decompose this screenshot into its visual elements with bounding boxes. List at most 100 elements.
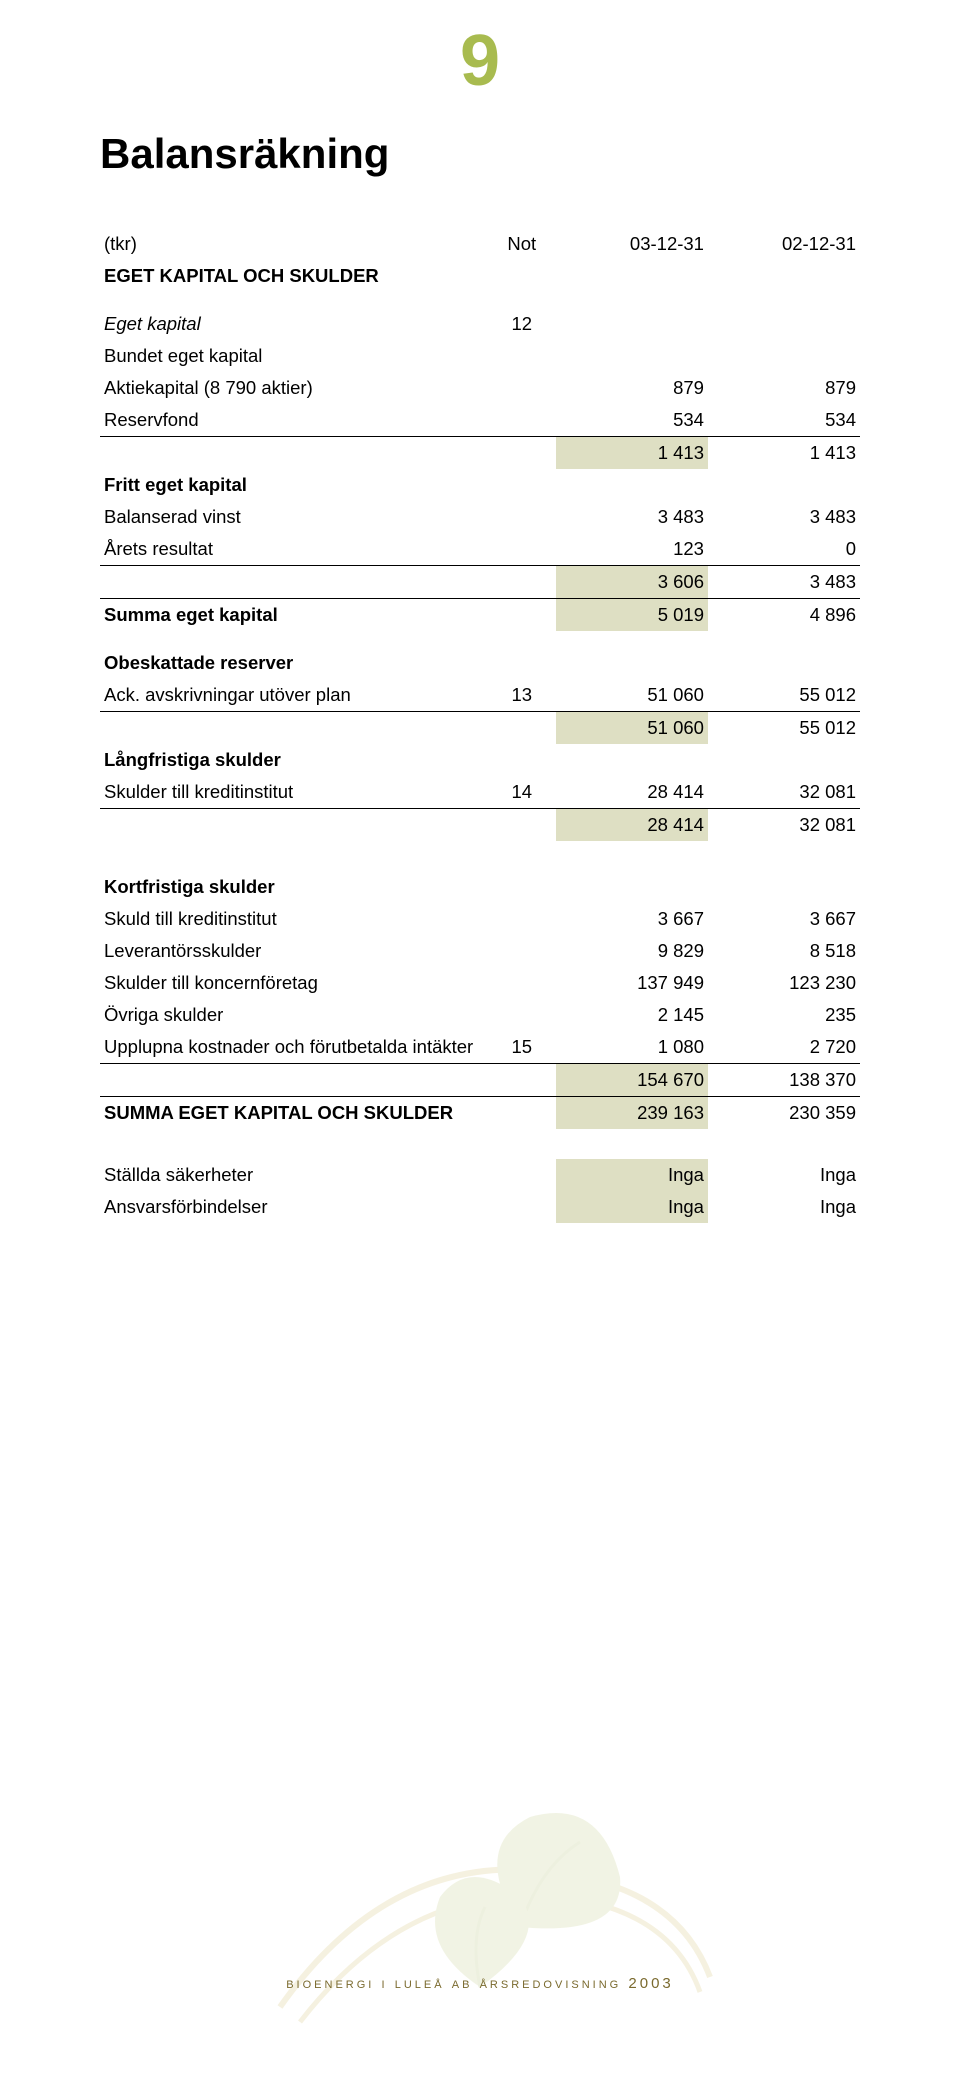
- stallda-label: Ställda säkerheter: [100, 1159, 488, 1191]
- aktiekapital-label: Aktiekapital (8 790 aktier): [100, 372, 488, 404]
- summa-all-v1: 239 163: [556, 1097, 708, 1130]
- skulder-kredit-v2: 32 081: [708, 776, 860, 809]
- summa-ek-v1: 5 019: [556, 599, 708, 632]
- page-number: 9: [460, 20, 500, 102]
- skulder-kredit-not: 14: [488, 776, 556, 809]
- koncern-v2: 123 230: [708, 967, 860, 999]
- balanserad-row: Balanserad vinst 3 483 3 483: [100, 501, 860, 533]
- summa-ek-row: Summa eget kapital 5 019 4 896: [100, 599, 860, 632]
- fritt-row: Fritt eget kapital: [100, 469, 860, 501]
- koncern-v1: 137 949: [556, 967, 708, 999]
- leverantor-row: Leverantörsskulder 9 829 8 518: [100, 935, 860, 967]
- arets-v1: 123: [556, 533, 708, 566]
- sub-fritt-v1: 3 606: [556, 566, 708, 599]
- sub-obesk-row: 51 060 55 012: [100, 712, 860, 745]
- balanserad-label: Balanserad vinst: [100, 501, 488, 533]
- skuld-kredit-v2: 3 667: [708, 903, 860, 935]
- stallda-v2: Inga: [708, 1159, 860, 1191]
- reservfond-label: Reservfond: [100, 404, 488, 437]
- balance-table: (tkr) Not 03-12-31 02-12-31 EGET KAPITAL…: [100, 228, 860, 1223]
- content-area: Balansräkning (tkr) Not 03-12-31 02-12-3…: [0, 0, 960, 1223]
- ovriga-v1: 2 145: [556, 999, 708, 1031]
- skuld-kredit-v1: 3 667: [556, 903, 708, 935]
- page-title: Balansräkning: [100, 130, 860, 178]
- reservfond-v1: 534: [556, 404, 708, 437]
- ovriga-row: Övriga skulder 2 145 235: [100, 999, 860, 1031]
- koncern-row: Skulder till koncernföretag 137 949 123 …: [100, 967, 860, 999]
- koncern-label: Skulder till koncernföretag: [100, 967, 488, 999]
- section-row: EGET KAPITAL OCH SKULDER: [100, 260, 860, 292]
- ack-label: Ack. avskrivningar utöver plan: [100, 679, 488, 712]
- section-ek-label: EGET KAPITAL OCH SKULDER: [100, 260, 488, 292]
- sub-obesk-v2: 55 012: [708, 712, 860, 745]
- langfrist-row: Långfristiga skulder: [100, 744, 860, 776]
- leaf-decoration-icon: [220, 1787, 740, 2057]
- ansvars-row: Ansvarsförbindelser Inga Inga: [100, 1191, 860, 1223]
- balanserad-v1: 3 483: [556, 501, 708, 533]
- sub-kort-v1: 154 670: [556, 1064, 708, 1097]
- langfrist-label: Långfristiga skulder: [100, 744, 488, 776]
- reservfond-row: Reservfond 534 534: [100, 404, 860, 437]
- arets-row: Årets resultat 123 0: [100, 533, 860, 566]
- header-y1: 03-12-31: [556, 228, 708, 260]
- footer-text: bioenergi i luleå ab årsredovisning 2003: [0, 1975, 960, 1992]
- sub-kort-v2: 138 370: [708, 1064, 860, 1097]
- stallda-v1: Inga: [556, 1159, 708, 1191]
- sub-bundet-v1: 1 413: [556, 437, 708, 470]
- ack-not: 13: [488, 679, 556, 712]
- sub-lang-v1: 28 414: [556, 809, 708, 842]
- ansvars-v2: Inga: [708, 1191, 860, 1223]
- eget-kapital-label: Eget kapital: [100, 308, 488, 340]
- summa-all-label: SUMMA EGET KAPITAL OCH SKULDER: [100, 1097, 488, 1130]
- ansvars-label: Ansvarsförbindelser: [100, 1191, 488, 1223]
- sub-fritt-row: 3 606 3 483: [100, 566, 860, 599]
- summa-all-row: SUMMA EGET KAPITAL OCH SKULDER 239 163 2…: [100, 1097, 860, 1130]
- upplupna-v2: 2 720: [708, 1031, 860, 1064]
- skuld-kredit-row: Skuld till kreditinstitut 3 667 3 667: [100, 903, 860, 935]
- obeskattade-row: Obeskattade reserver: [100, 647, 860, 679]
- bundet-label: Bundet eget kapital: [100, 340, 488, 372]
- reservfond-v2: 534: [708, 404, 860, 437]
- header-not: Not: [488, 228, 556, 260]
- sub-fritt-v2: 3 483: [708, 566, 860, 599]
- aktiekapital-v1: 879: [556, 372, 708, 404]
- aktiekapital-v2: 879: [708, 372, 860, 404]
- eget-kapital-row: Eget kapital 12: [100, 308, 860, 340]
- bundet-row: Bundet eget kapital: [100, 340, 860, 372]
- summa-ek-label: Summa eget kapital: [100, 599, 488, 632]
- upplupna-label: Upplupna kostnader och förutbetalda intä…: [100, 1031, 488, 1064]
- header-y2: 02-12-31: [708, 228, 860, 260]
- arets-v2: 0: [708, 533, 860, 566]
- summa-ek-v2: 4 896: [708, 599, 860, 632]
- upplupna-row: Upplupna kostnader och förutbetalda intä…: [100, 1031, 860, 1064]
- header-tkr: (tkr): [100, 228, 488, 260]
- ovriga-label: Övriga skulder: [100, 999, 488, 1031]
- aktiekapital-row: Aktiekapital (8 790 aktier) 879 879: [100, 372, 860, 404]
- leverantor-v1: 9 829: [556, 935, 708, 967]
- sub-bundet-row: 1 413 1 413: [100, 437, 860, 470]
- kortfrist-label: Kortfristiga skulder: [100, 871, 488, 903]
- ack-v2: 55 012: [708, 679, 860, 712]
- sub-lang-v2: 32 081: [708, 809, 860, 842]
- skulder-kredit-v1: 28 414: [556, 776, 708, 809]
- skulder-kredit-row: Skulder till kreditinstitut 14 28 414 32…: [100, 776, 860, 809]
- skulder-kredit-label: Skulder till kreditinstitut: [100, 776, 488, 809]
- ovriga-v2: 235: [708, 999, 860, 1031]
- ack-v1: 51 060: [556, 679, 708, 712]
- kortfrist-row: Kortfristiga skulder: [100, 871, 860, 903]
- stallda-row: Ställda säkerheter Inga Inga: [100, 1159, 860, 1191]
- skuld-kredit-label: Skuld till kreditinstitut: [100, 903, 488, 935]
- summa-all-v2: 230 359: [708, 1097, 860, 1130]
- sub-bundet-v2: 1 413: [708, 437, 860, 470]
- eget-kapital-not: 12: [488, 308, 556, 340]
- leverantor-label: Leverantörsskulder: [100, 935, 488, 967]
- fritt-label: Fritt eget kapital: [100, 469, 488, 501]
- obeskattade-label: Obeskattade reserver: [100, 647, 488, 679]
- header-row: (tkr) Not 03-12-31 02-12-31: [100, 228, 860, 260]
- sub-kort-row: 154 670 138 370: [100, 1064, 860, 1097]
- ack-row: Ack. avskrivningar utöver plan 13 51 060…: [100, 679, 860, 712]
- leverantor-v2: 8 518: [708, 935, 860, 967]
- sub-obesk-v1: 51 060: [556, 712, 708, 745]
- upplupna-v1: 1 080: [556, 1031, 708, 1064]
- sub-lang-row: 28 414 32 081: [100, 809, 860, 842]
